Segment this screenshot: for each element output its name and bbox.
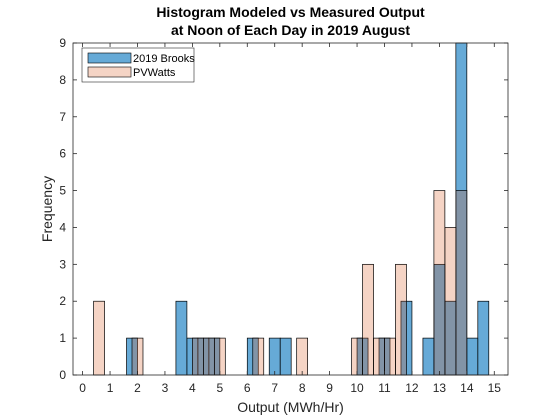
x-tick-label-9: 9 (326, 381, 333, 395)
legend: 2019 Brooks PVWatts (81, 47, 195, 83)
x-tick-label-6: 6 (244, 381, 251, 395)
bar-pvwatts-2 (192, 337, 204, 376)
legend-swatch-brooks (87, 52, 132, 64)
bar-pvwatts-12 (433, 190, 446, 376)
bar-2019-brooks-1 (175, 300, 188, 376)
bar-pvwatts-1 (131, 337, 144, 376)
bar-2019-brooks-15 (466, 337, 479, 376)
y-tick-label-2: 2 (59, 294, 66, 308)
bar-pvwatts-3 (203, 337, 215, 376)
x-tick-label-5: 5 (216, 381, 223, 395)
y-tick-label-5: 5 (59, 184, 66, 198)
x-tick-label-7: 7 (271, 381, 278, 395)
bars-layer (93, 42, 490, 376)
bar-2019-brooks-16 (477, 300, 490, 376)
chart-title-line-1: Histogram Modeled vs Measured Output (156, 4, 425, 20)
x-tick-label-3: 3 (162, 381, 169, 395)
x-tick-label-0: 0 (79, 381, 86, 395)
chart-title-line-2: at Noon of Each Day in 2019 August (171, 22, 410, 38)
bar-pvwatts-8 (362, 263, 374, 376)
x-tick-label-2: 2 (134, 381, 141, 395)
y-tick-label-9: 9 (59, 36, 66, 50)
x-tick-label-10: 10 (350, 381, 364, 395)
x-tick-label-15: 15 (488, 381, 502, 395)
legend-label-pvwatts: PVWatts (133, 67, 176, 79)
y-tick-label-7: 7 (59, 110, 66, 124)
y-tick-label-6: 6 (59, 147, 66, 161)
y-tick-label-8: 8 (59, 73, 66, 87)
bar-pvwatts-13 (444, 227, 457, 376)
x-tick-label-14: 14 (460, 381, 474, 395)
x-tick-label-11: 11 (378, 381, 391, 395)
y-tick-label-1: 1 (59, 331, 66, 345)
y-tick-label-3: 3 (59, 257, 66, 271)
x-tick-label-1: 1 (107, 381, 114, 395)
bar-pvwatts-0 (93, 300, 105, 376)
y-axis-label: Frequency (39, 176, 55, 242)
plot-frame (72, 42, 509, 376)
bar-pvwatts-14 (455, 190, 468, 376)
bar-2019-brooks-11 (422, 337, 435, 376)
x-tick-label-12: 12 (405, 381, 419, 395)
legend-label-brooks: 2019 Brooks (133, 53, 195, 65)
bar-pvwatts-11 (395, 263, 407, 376)
bar-pvwatts-6 (296, 337, 309, 376)
bar-pvwatts-7 (351, 337, 363, 376)
bar-pvwatts-4 (213, 337, 226, 376)
bar-2019-brooks-6 (268, 337, 281, 376)
bar-pvwatts-9 (373, 337, 385, 376)
x-tick-label-4: 4 (189, 381, 196, 395)
bar-pvwatts-10 (384, 337, 396, 376)
x-tick-label-8: 8 (299, 381, 306, 395)
x-tick-label-13: 13 (433, 381, 447, 395)
bar-2019-brooks-7 (279, 337, 292, 376)
legend-swatch-pvwatts (87, 66, 132, 78)
y-tick-label-0: 0 (59, 368, 66, 382)
bar-pvwatts-5 (252, 337, 265, 376)
y-tick-label-4: 4 (59, 220, 66, 234)
x-axis-label: Output (MWh/Hr) (237, 399, 344, 415)
